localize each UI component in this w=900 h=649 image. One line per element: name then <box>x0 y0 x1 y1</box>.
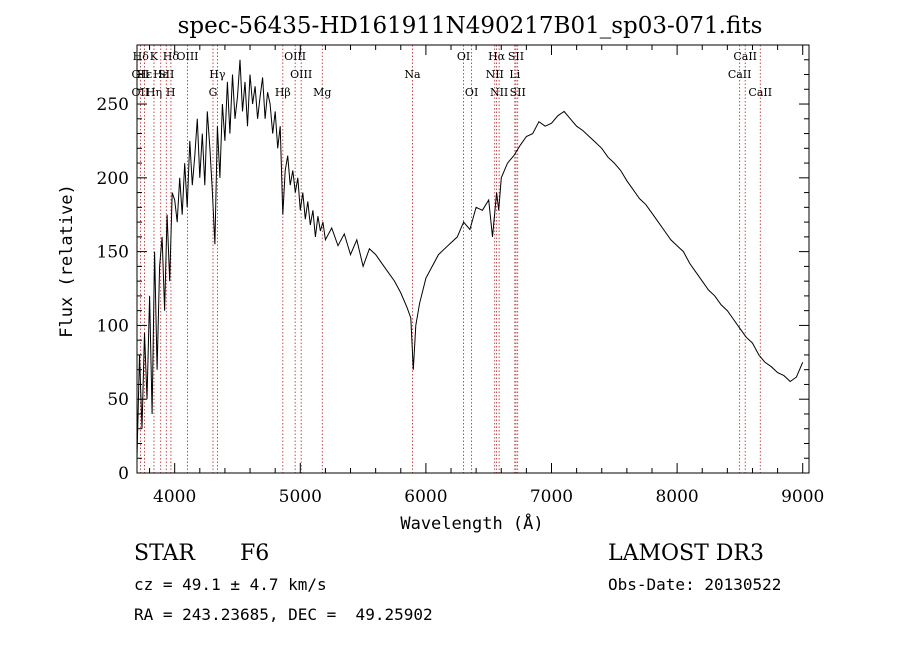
marker-label: CaII <box>733 50 757 63</box>
chart-title: spec-56435-HD161911N490217B01_sp03-071.f… <box>178 13 763 39</box>
marker-label: Hβ <box>275 86 291 99</box>
marker-label: Hδ <box>163 50 180 63</box>
marker-label: OIII <box>176 50 198 63</box>
marker-label: G <box>209 86 218 99</box>
survey-name: LAMOST DR3 <box>608 541 764 566</box>
marker-label: H <box>166 86 176 99</box>
y-axis: 0 50 100 150 200 250 <box>97 44 809 484</box>
y-tick-label: 0 <box>118 464 129 484</box>
marker-label: OIII <box>290 68 312 81</box>
spectrum-line <box>136 59 804 459</box>
marker-label: Na <box>404 68 421 81</box>
marker-label: NII <box>490 86 508 99</box>
subclass: F6 <box>240 541 269 566</box>
object-type: STAR <box>134 541 196 566</box>
plot-frame <box>136 44 810 474</box>
marker-label: Hε <box>137 68 153 81</box>
y-tick-label: 250 <box>97 95 129 115</box>
marker-label: CaII <box>728 68 752 81</box>
x-tick-label: 8000 <box>655 487 698 507</box>
y-axis-label: Flux (relative) <box>57 184 77 338</box>
marker-label: SII <box>508 50 524 63</box>
x-tick-label: 9000 <box>781 487 824 507</box>
y-tick-label: 100 <box>97 316 129 336</box>
marker-label: OIII <box>284 50 306 63</box>
y-tick-label: 200 <box>97 169 129 189</box>
marker-label: Hδ <box>133 50 150 63</box>
marker-label: Li <box>509 68 520 81</box>
x-tick-label: 7000 <box>530 487 573 507</box>
marker-label: OII <box>132 86 150 99</box>
marker-label: Hη <box>146 86 162 99</box>
redshift-value: cz = 49.1 ± 4.7 km/s <box>134 575 327 594</box>
y-tick-label: 50 <box>107 390 129 410</box>
marker-label: CaII <box>748 86 772 99</box>
marker-label: OI <box>465 86 478 99</box>
marker-label: SII <box>158 68 174 81</box>
marker-label: Hγ <box>209 68 226 81</box>
marker-label: NII <box>486 68 504 81</box>
obs-date: Obs-Date: 20130522 <box>608 575 781 594</box>
marker-label: Hα <box>488 50 506 63</box>
marker-label: K <box>150 50 159 63</box>
marker-label: Hε <box>153 68 169 81</box>
marker-label: Mg <box>313 86 331 99</box>
x-tick-label: 5000 <box>279 487 322 507</box>
x-axis-label: Wavelength (Å) <box>400 512 543 534</box>
x-tick-label: 4000 <box>153 487 196 507</box>
spectrum-series <box>136 59 804 459</box>
coordinates: RA = 243.23685, DEC = 49.25902 <box>134 605 433 624</box>
x-axis: 4000 5000 6000 7000 8000 9000 <box>149 45 824 507</box>
marker-label: SII <box>510 86 526 99</box>
y-tick-label: 150 <box>97 243 129 263</box>
marker-label: OI <box>457 50 470 63</box>
x-tick-label: 6000 <box>404 487 447 507</box>
line-marker-lines <box>139 45 761 473</box>
